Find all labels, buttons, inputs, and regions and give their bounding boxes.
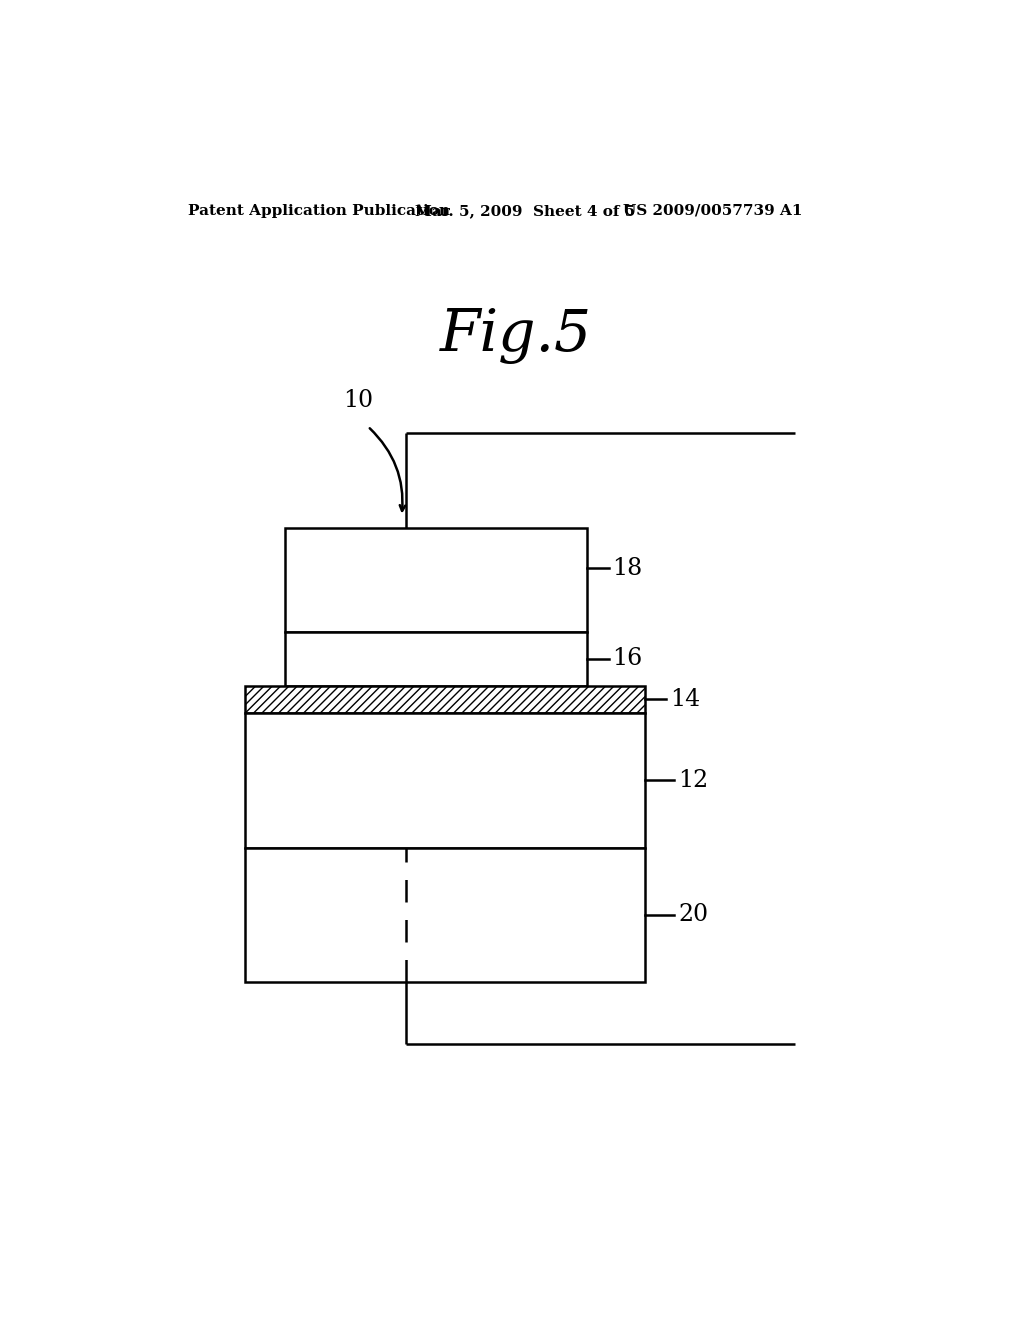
Text: 18: 18 xyxy=(612,557,643,579)
Text: 10: 10 xyxy=(343,389,373,412)
Text: 12: 12 xyxy=(678,768,709,792)
Text: Mar. 5, 2009  Sheet 4 of 5: Mar. 5, 2009 Sheet 4 of 5 xyxy=(416,203,636,218)
Text: Fig.5: Fig.5 xyxy=(439,308,592,364)
Text: 14: 14 xyxy=(671,688,700,711)
Text: US 2009/0057739 A1: US 2009/0057739 A1 xyxy=(624,203,803,218)
Bar xyxy=(245,686,645,713)
Text: 16: 16 xyxy=(612,647,643,671)
Bar xyxy=(285,632,587,686)
Text: Patent Application Publication: Patent Application Publication xyxy=(188,203,451,218)
Bar xyxy=(245,847,645,982)
Text: 20: 20 xyxy=(678,903,709,927)
Bar xyxy=(245,713,645,847)
Bar xyxy=(285,528,587,632)
